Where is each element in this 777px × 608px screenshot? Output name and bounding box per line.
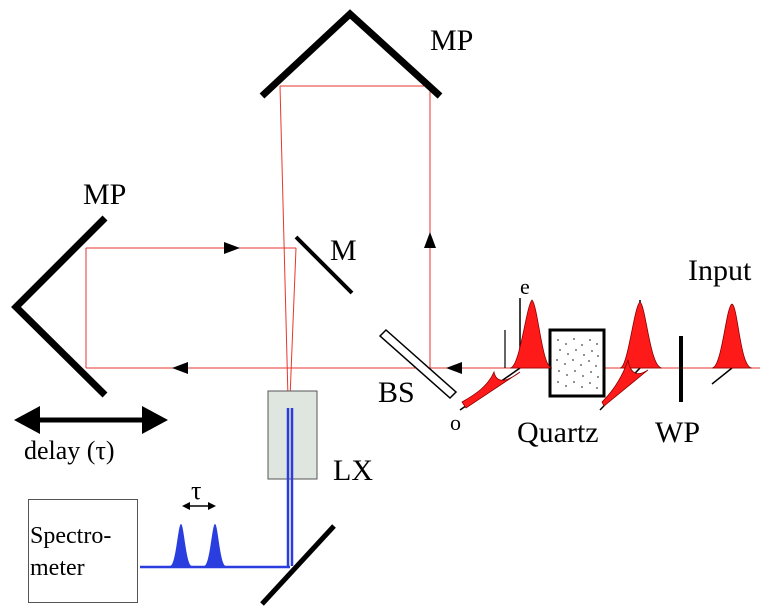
split-pulse-e-o — [459, 298, 553, 411]
label-mp-left: MP — [83, 178, 127, 211]
input-pulse — [711, 303, 753, 385]
label-delay: delay (τ) — [24, 436, 115, 465]
top-down-beam — [279, 85, 289, 399]
red-beam-paths — [85, 85, 760, 399]
label-o-axis: o — [450, 410, 461, 435]
label-spectrometer: Spectro- meter — [30, 523, 112, 581]
arrow-left-icon — [446, 362, 462, 374]
blue-pulse — [170, 524, 192, 566]
blue-beam — [140, 408, 294, 569]
m-down-beam — [289, 247, 297, 399]
label-tau: τ — [191, 476, 202, 505]
roof-mirror-left — [11, 215, 108, 398]
arrow-up-icon — [424, 232, 436, 248]
arrow-right-icon — [224, 242, 240, 254]
label-quartz: Quartz — [517, 416, 599, 449]
beam-arrows — [172, 232, 462, 374]
mirrors — [11, 9, 443, 606]
label-mp-top: MP — [430, 24, 474, 57]
spectrometer-box — [28, 499, 138, 603]
label-mirror-m: M — [330, 234, 357, 267]
label-e-axis: e — [520, 274, 530, 299]
label-lx: LX — [333, 454, 373, 487]
label-bs: BS — [378, 376, 415, 409]
mirror-m — [294, 235, 354, 295]
label-wp: WP — [655, 416, 700, 449]
blue-pulse — [204, 524, 226, 566]
blue-pulses — [170, 524, 226, 566]
mirror-bottom — [260, 524, 336, 606]
quartz-plate — [548, 328, 606, 398]
beam-splitter — [378, 328, 458, 400]
label-input: Input — [688, 254, 752, 287]
roof-mirror-top — [259, 9, 443, 99]
split-pulse-after-quartz — [599, 300, 663, 411]
tau-arrow — [182, 502, 216, 510]
delay-arrow — [14, 406, 168, 434]
arrow-left-icon — [172, 362, 188, 374]
